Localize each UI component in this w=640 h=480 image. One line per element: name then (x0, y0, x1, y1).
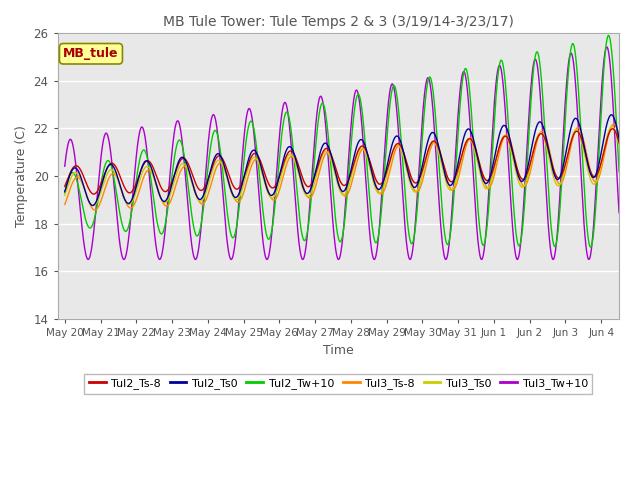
Tul3_Ts0 (462, 139, 470, 145)
Tul3_Tw+10 (497, 67, 505, 73)
Tul2_Tw+10 (175, 138, 182, 144)
Tul2_Ts-8 (462, 140, 470, 145)
Tul2_Ts0 (413, 182, 421, 188)
Tul3_Ts-8 (610, 121, 618, 127)
Tul2_Ts-8 (413, 180, 421, 185)
Line: Tul3_Ts0: Tul3_Ts0 (65, 127, 619, 206)
Tul3_Tw+10 (263, 257, 271, 263)
Tul2_Ts-8 (615, 140, 623, 146)
Tul3_Ts0 (608, 124, 616, 130)
Tul2_Ts0 (462, 129, 470, 134)
Tul2_Tw+10 (462, 66, 470, 72)
Tul2_Ts-8 (175, 161, 182, 167)
Tul3_Ts-8 (61, 202, 68, 207)
Tul3_Ts0 (531, 143, 538, 149)
X-axis label: Time: Time (323, 344, 354, 357)
Tul3_Ts0 (90, 203, 97, 209)
Line: Tul3_Tw+10: Tul3_Tw+10 (65, 47, 619, 260)
Tul2_Tw+10 (605, 33, 612, 38)
Tul3_Ts-8 (91, 207, 99, 213)
Line: Tul2_Ts0: Tul2_Ts0 (65, 115, 619, 205)
Tul2_Ts0 (497, 126, 505, 132)
Tul3_Ts0 (609, 124, 617, 130)
Tul3_Ts-8 (531, 149, 538, 155)
Tul3_Tw+10 (462, 75, 470, 81)
Tul2_Tw+10 (497, 57, 505, 63)
Title: MB Tule Tower: Tule Temps 2 & 3 (3/19/14-3/23/17): MB Tule Tower: Tule Temps 2 & 3 (3/19/14… (163, 15, 514, 29)
Tul2_Ts0 (607, 112, 615, 118)
Legend: Tul2_Ts-8, Tul2_Ts0, Tul2_Tw+10, Tul3_Ts-8, Tul3_Ts0, Tul3_Tw+10: Tul2_Ts-8, Tul2_Ts0, Tul2_Tw+10, Tul3_Ts… (84, 374, 592, 394)
Line: Tul2_Ts-8: Tul2_Ts-8 (65, 129, 619, 194)
Tul3_Ts-8 (615, 133, 623, 139)
Tul2_Ts-8 (61, 183, 68, 189)
Tul2_Ts-8 (497, 138, 505, 144)
Tul3_Ts-8 (609, 121, 617, 127)
Tul2_Tw+10 (61, 190, 68, 196)
Tul3_Tw+10 (175, 119, 182, 124)
Tul2_Tw+10 (531, 59, 538, 65)
Tul2_Ts-8 (90, 191, 97, 197)
Tul2_Ts-8 (609, 126, 617, 132)
Line: Tul2_Tw+10: Tul2_Tw+10 (65, 36, 619, 247)
Tul2_Ts0 (531, 131, 538, 137)
Line: Tul3_Ts-8: Tul3_Ts-8 (65, 124, 619, 210)
Tul2_Ts-8 (609, 126, 616, 132)
Tul2_Tw+10 (413, 210, 420, 216)
Tul3_Tw+10 (531, 57, 538, 63)
Tul3_Ts-8 (175, 174, 182, 180)
Tul3_Tw+10 (413, 197, 421, 203)
Tul2_Ts0 (89, 203, 97, 208)
Tul3_Tw+10 (615, 210, 623, 216)
Tul2_Ts0 (175, 159, 182, 165)
Tul3_Ts0 (175, 166, 182, 172)
Text: MB_tule: MB_tule (63, 47, 118, 60)
Tul3_Ts0 (413, 188, 421, 193)
Tul2_Ts0 (615, 136, 623, 142)
Tul2_Tw+10 (615, 169, 623, 175)
Tul3_Ts-8 (462, 144, 470, 149)
Tul3_Tw+10 (61, 163, 68, 169)
Y-axis label: Temperature (C): Temperature (C) (15, 125, 28, 227)
Tul3_Ts-8 (413, 189, 421, 195)
Tul2_Tw+10 (587, 244, 595, 250)
Tul3_Ts-8 (497, 142, 505, 147)
Tul2_Tw+10 (609, 67, 617, 72)
Tul2_Ts-8 (531, 144, 538, 150)
Tul3_Ts0 (497, 137, 505, 143)
Tul2_Ts0 (609, 113, 617, 119)
Tul3_Ts0 (61, 192, 68, 198)
Tul3_Tw+10 (603, 44, 611, 50)
Tul3_Ts0 (615, 143, 623, 149)
Tul2_Ts0 (61, 189, 68, 194)
Tul3_Tw+10 (609, 105, 617, 110)
